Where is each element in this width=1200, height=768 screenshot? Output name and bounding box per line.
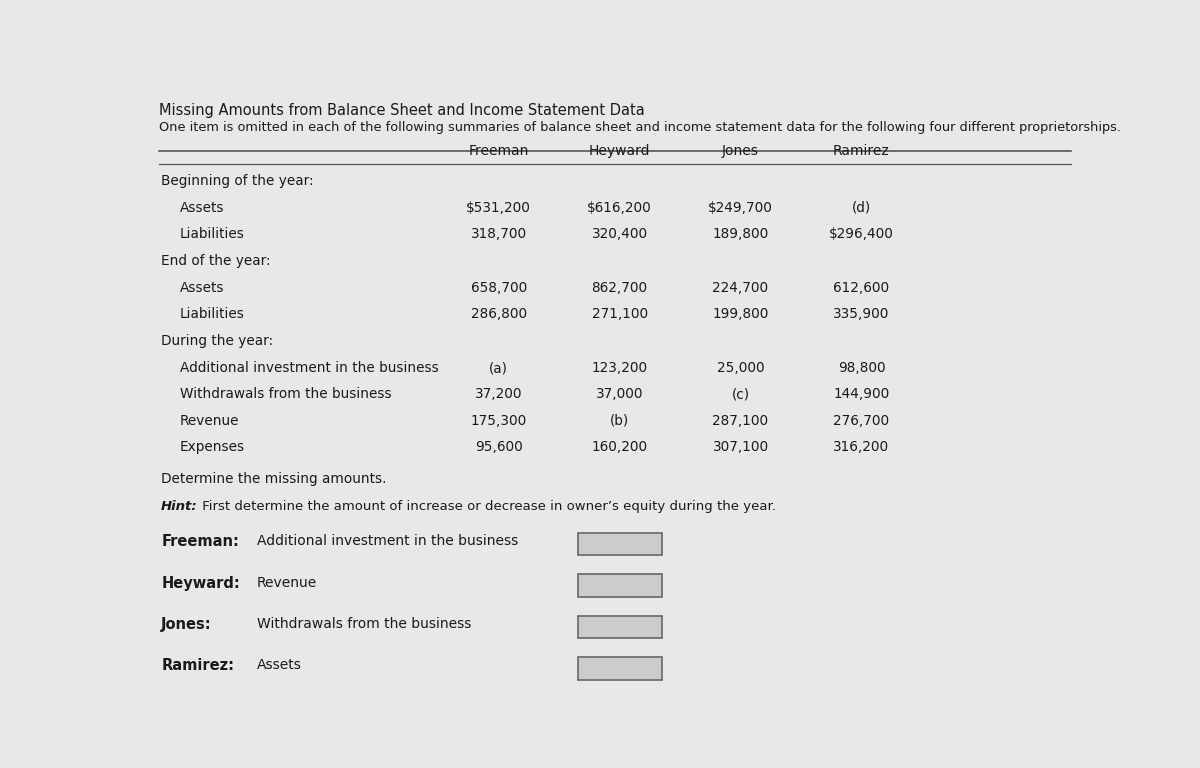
Text: (c): (c)	[732, 388, 750, 402]
Text: Additional investment in the business: Additional investment in the business	[257, 535, 518, 548]
Bar	[578, 574, 661, 597]
Text: Hint:: Hint:	[161, 500, 198, 513]
Text: 199,800: 199,800	[713, 307, 769, 321]
Text: Withdrawals from the business: Withdrawals from the business	[180, 388, 391, 402]
Text: $: $	[582, 660, 590, 673]
Text: Assets: Assets	[257, 658, 302, 672]
Text: 612,600: 612,600	[833, 281, 889, 295]
Text: 144,900: 144,900	[833, 388, 889, 402]
Text: $: $	[582, 618, 590, 631]
Text: 123,200: 123,200	[592, 362, 648, 376]
Text: Assets: Assets	[180, 281, 224, 295]
Text: 286,800: 286,800	[470, 307, 527, 321]
Text: Heyward: Heyward	[589, 144, 650, 158]
Text: Assets: Assets	[180, 200, 224, 215]
Text: 271,100: 271,100	[592, 307, 648, 321]
Text: 320,400: 320,400	[592, 227, 648, 241]
Text: (d): (d)	[852, 200, 871, 215]
Text: Withdrawals from the business: Withdrawals from the business	[257, 617, 472, 631]
Text: Missing Amounts from Balance Sheet and Income Statement Data: Missing Amounts from Balance Sheet and I…	[160, 103, 646, 118]
Text: Revenue: Revenue	[180, 414, 239, 428]
Text: 318,700: 318,700	[470, 227, 527, 241]
Text: $: $	[582, 535, 590, 548]
Text: 160,200: 160,200	[592, 440, 648, 454]
Text: Expenses: Expenses	[180, 440, 245, 454]
Text: (b): (b)	[610, 414, 629, 428]
Text: Liabilities: Liabilities	[180, 307, 245, 321]
Bar	[578, 657, 661, 680]
Text: Beginning of the year:: Beginning of the year:	[161, 174, 313, 187]
Text: 307,100: 307,100	[713, 440, 769, 454]
Text: Additional investment in the business: Additional investment in the business	[180, 362, 438, 376]
Text: 175,300: 175,300	[470, 414, 527, 428]
Text: 224,700: 224,700	[713, 281, 769, 295]
Text: 276,700: 276,700	[833, 414, 889, 428]
Text: 658,700: 658,700	[470, 281, 527, 295]
Text: Freeman: Freeman	[468, 144, 529, 158]
Text: $249,700: $249,700	[708, 200, 773, 215]
Text: (a): (a)	[490, 362, 509, 376]
Text: 37,200: 37,200	[475, 388, 522, 402]
Text: $296,400: $296,400	[829, 227, 894, 241]
Text: $616,200: $616,200	[587, 200, 652, 215]
Text: 95,600: 95,600	[475, 440, 523, 454]
Text: Jones:: Jones:	[161, 617, 211, 632]
Text: Heyward:: Heyward:	[161, 575, 240, 591]
Text: Ramirez:: Ramirez:	[161, 658, 234, 674]
Text: One item is omitted in each of the following summaries of balance sheet and inco: One item is omitted in each of the follo…	[160, 121, 1121, 134]
Text: Ramirez: Ramirez	[833, 144, 890, 158]
Bar	[578, 533, 661, 555]
Text: 98,800: 98,800	[838, 362, 886, 376]
Text: 862,700: 862,700	[592, 281, 648, 295]
Bar	[578, 616, 661, 638]
Text: 189,800: 189,800	[713, 227, 769, 241]
Text: During the year:: During the year:	[161, 334, 274, 348]
Text: 25,000: 25,000	[716, 362, 764, 376]
Text: Revenue: Revenue	[257, 575, 317, 590]
Text: End of the year:: End of the year:	[161, 254, 271, 268]
Text: $: $	[582, 577, 590, 590]
Text: Jones: Jones	[722, 144, 758, 158]
Text: Determine the missing amounts.: Determine the missing amounts.	[161, 472, 386, 486]
Text: 37,000: 37,000	[596, 388, 643, 402]
Text: First determine the amount of increase or decrease in owner’s equity during the : First determine the amount of increase o…	[198, 500, 776, 513]
Text: 316,200: 316,200	[833, 440, 889, 454]
Text: Freeman:: Freeman:	[161, 535, 239, 549]
Text: $531,200: $531,200	[467, 200, 532, 215]
Text: 287,100: 287,100	[713, 414, 769, 428]
Text: 335,900: 335,900	[833, 307, 889, 321]
Text: Liabilities: Liabilities	[180, 227, 245, 241]
